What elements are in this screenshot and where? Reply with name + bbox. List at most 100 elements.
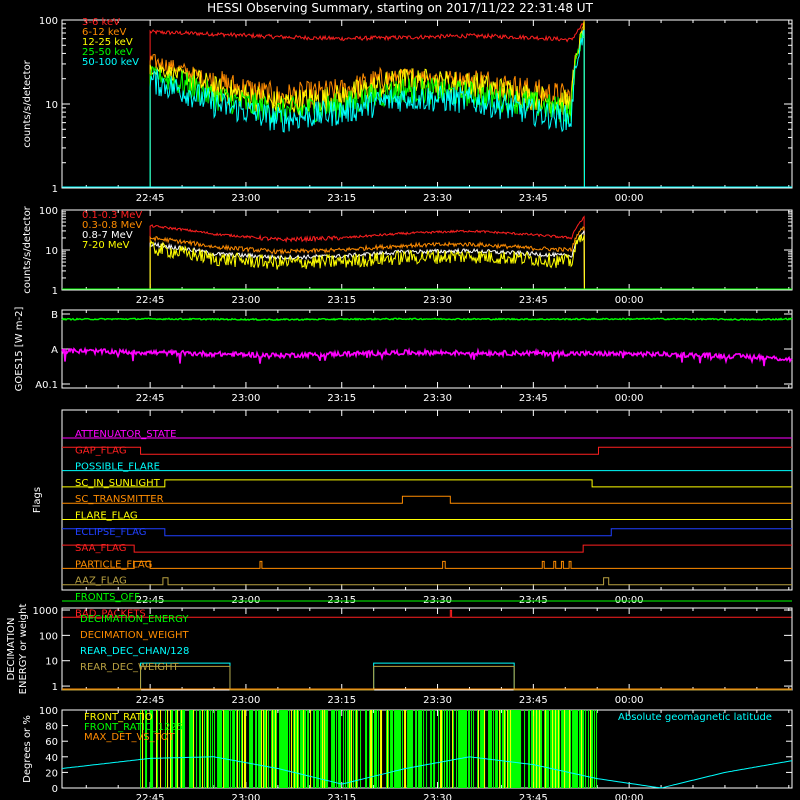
ratios-time-label: 00:00: [615, 793, 644, 800]
hxr-legend-entry: 3-6 keV: [82, 17, 120, 28]
hxr-time-label: 00:00: [615, 193, 644, 204]
gamma-series-0-8-7-mev: [149, 230, 585, 290]
decimation-ytick-label: 1000: [33, 606, 58, 617]
decimation-time-label: 23:15: [327, 695, 356, 706]
goes-ylabel: GOES15 [W m-2]: [14, 307, 25, 392]
ratios-time-label: 23:45: [519, 793, 548, 800]
gamma-legend-entry: 0.3-0.8 MeV: [82, 220, 142, 231]
ratios-legend-entry: FRONT_RATIO: [84, 712, 153, 723]
figure-title: HESSI Observing Summary, starting on 201…: [207, 1, 593, 15]
flags-row-trace: [62, 528, 792, 537]
ratios-ytick-label: 20: [45, 768, 58, 779]
gamma-legend-entry: 7-20 MeV: [82, 240, 130, 251]
ratios-time-label: 23:15: [327, 793, 356, 800]
goes-ytick-label: B: [51, 310, 58, 321]
decimation-time-label: 22:45: [136, 695, 165, 706]
ratios-series-front-ratio: [142, 710, 592, 788]
ratios-time-label: 22:45: [136, 793, 165, 800]
hxr-legend-entry: 50-100 keV: [82, 57, 139, 68]
gamma-time-label: 23:30: [423, 295, 452, 306]
hxr-ytick-label: 100: [39, 16, 58, 27]
gamma-ytick-label: 1: [52, 286, 58, 297]
flags-row-label: SC_IN_SUNLIGHT: [75, 478, 161, 489]
gamma-legend-entry: 0.8-7 MeV: [82, 230, 133, 241]
goes-time-label: 23:00: [232, 393, 261, 404]
ratios-ytick-label: 100: [39, 706, 58, 717]
hxr-series-3-6-kev: [149, 22, 585, 188]
gamma-ylabel: counts/s/detector: [22, 205, 33, 293]
flags-ylabel: Flags: [32, 487, 43, 513]
decimation-frame: [61, 607, 793, 691]
hxr-time-label: 22:45: [136, 193, 165, 204]
gamma-time-label: 00:00: [615, 295, 644, 306]
decimation-legend-entry: DECIMATION_ENERGY: [80, 614, 189, 625]
flags-row-label: ATTENUATOR_STATE: [75, 429, 176, 440]
goes-time-label: 22:45: [136, 393, 165, 404]
goes-series-long: [61, 317, 793, 322]
flags-frame: [61, 409, 793, 591]
hxr-time-label: 23:45: [519, 193, 548, 204]
flags-row-trace: [62, 560, 792, 569]
gamma-time-label: 23:45: [519, 295, 548, 306]
hxr-time-label: 23:30: [423, 193, 452, 204]
flags-row-trace: [62, 446, 792, 455]
flags-row-label: PARTICLE_FLAG: [75, 559, 152, 570]
ratios-annotation: Absolute geomagnetic latitude: [618, 712, 772, 723]
decimation-time-label: 23:00: [232, 695, 261, 706]
flags-row-label: FRONTS_OFF: [75, 592, 140, 603]
flags-row-label: SC_TRANSMITTER: [75, 494, 164, 505]
flags-row-label: GAP_FLAG: [75, 445, 127, 456]
goes-ytick-label: A0.1: [35, 380, 58, 391]
hxr-ytick-label: 10: [45, 100, 58, 111]
decimation-series-rear-dec-weight: [62, 665, 792, 691]
hxr-series-50-100-kev: [149, 29, 585, 188]
goes-series-short: [61, 346, 793, 367]
ratios-time-label: 23:00: [232, 793, 261, 800]
decimation-time-label: 23:45: [519, 695, 548, 706]
gamma-time-label: 23:15: [327, 295, 356, 306]
flags-row-trace: [62, 495, 792, 504]
ratios-series-latitude: [61, 756, 793, 789]
ratios-ytick-label: 40: [45, 753, 58, 764]
gamma-ytick-label: 10: [45, 246, 58, 257]
ratios-ylabel: Degrees or %: [22, 715, 33, 783]
hxr-ytick-label: 1: [52, 184, 58, 195]
ratios-ytick-label: 0: [52, 784, 58, 795]
goes-time-label: 23:30: [423, 393, 452, 404]
goes-ytick-label: A: [51, 345, 58, 356]
decimation-ylabel: ENERGY or weight: [18, 604, 29, 695]
gamma-ytick-label: 100: [39, 206, 58, 217]
hxr-legend-entry: 12-25 keV: [82, 37, 133, 48]
flags-row-label: POSSIBLE_FLARE: [75, 462, 160, 473]
flags-row-trace: [62, 544, 792, 553]
ratios-series-front-ratio-1225: [140, 710, 598, 788]
hxr-legend-entry: 6-12 keV: [82, 27, 126, 38]
goes-time-label: 23:45: [519, 393, 548, 404]
gamma-series-0-1-0-3-mev: [149, 215, 585, 290]
decimation-time-label: 00:00: [615, 695, 644, 706]
hxr-legend-entry: 25-50 keV: [82, 47, 133, 58]
decimation-ytick-label: 100: [39, 631, 58, 642]
ratios-ytick-label: 60: [45, 737, 58, 748]
decimation-ylabel: DECIMATION: [6, 617, 17, 680]
flags-row-trace: [62, 479, 792, 488]
gamma-legend-entry: 0.1-0.3 MeV: [82, 210, 142, 221]
decimation-ytick-label: 1: [52, 682, 58, 693]
decimation-ytick-label: 10: [45, 657, 58, 668]
decimation-legend-entry: REAR_DEC_WEIGHT: [80, 662, 179, 673]
ratios-ytick-label: 80: [45, 722, 58, 733]
gamma-series-7-20-mev: [149, 234, 585, 290]
hxr-time-label: 23:00: [232, 193, 261, 204]
gamma-series-0-3-0-8-mev: [149, 226, 585, 290]
gamma-time-label: 22:45: [136, 295, 165, 306]
flags-row-label: SAA_FLAG: [75, 543, 126, 554]
decimation-legend-entry: REAR_DEC_CHAN/128: [80, 646, 189, 657]
gamma-time-label: 23:00: [232, 295, 261, 306]
goes-time-label: 00:00: [615, 393, 644, 404]
decimation-time-label: 23:30: [423, 695, 452, 706]
flags-row-label: AAZ_FLAG: [75, 576, 127, 587]
decimation-legend-entry: DECIMATION_WEIGHT: [80, 630, 189, 641]
flags-row-trace: [62, 577, 792, 586]
hxr-ylabel: counts/s/detector: [22, 59, 33, 147]
